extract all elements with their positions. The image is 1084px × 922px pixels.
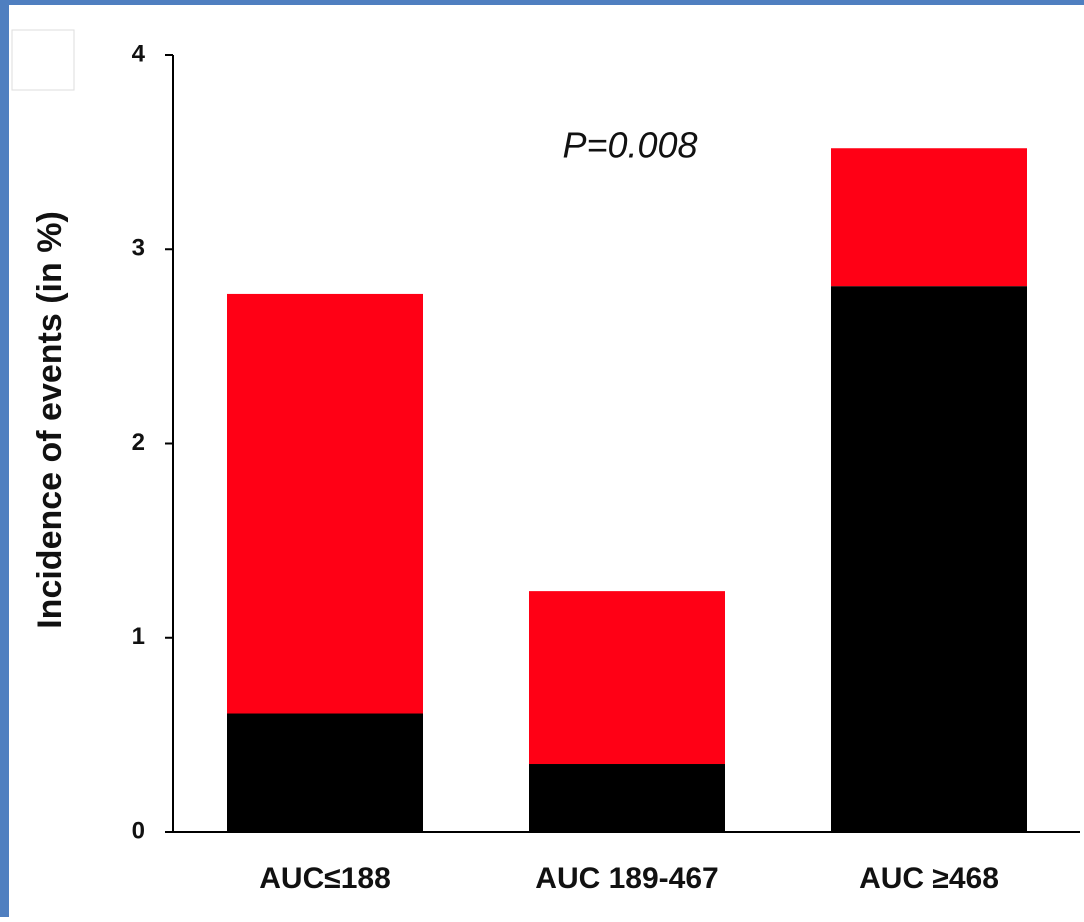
x-tick-label: AUC 189-467 <box>535 862 718 895</box>
x-tick-label: AUC≤188 <box>259 862 391 895</box>
bar-segment <box>227 293 423 714</box>
y-tick-label: 3 <box>132 235 145 262</box>
frame-left <box>0 0 9 917</box>
y-tick-label: 0 <box>132 817 145 844</box>
y-tick-label: 1 <box>132 623 145 650</box>
frame-top <box>0 0 1084 5</box>
bar-segment <box>831 286 1027 833</box>
annotation: P=0.008 <box>562 125 697 166</box>
y-tick-label: 2 <box>132 429 145 456</box>
x-tick-label: AUC ≥468 <box>859 862 999 895</box>
bar-segment <box>227 713 423 832</box>
corner-box <box>11 29 75 91</box>
bar-segment <box>831 148 1027 287</box>
bar-segment <box>529 764 725 832</box>
bar-segment <box>529 591 725 765</box>
y-tick-label: 4 <box>132 40 146 67</box>
y-axis-label: Incidence of events (in %) <box>31 211 69 629</box>
